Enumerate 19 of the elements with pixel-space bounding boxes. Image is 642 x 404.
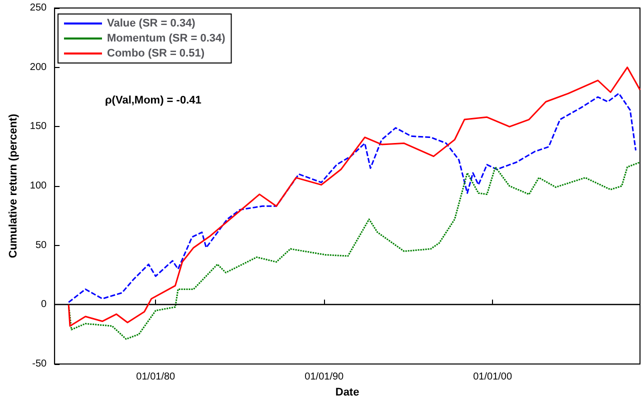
x-tick-label: 01/01/00 [473, 372, 512, 382]
y-tick-label: 200 [30, 62, 48, 73]
legend-label: Momentum (SR = 0.34) [107, 32, 226, 44]
legend-label: Value (SR = 0.34) [107, 18, 196, 30]
y-tick-label: 150 [30, 121, 48, 132]
y-tick-label: 100 [30, 180, 48, 192]
y-tick-label: 50 [35, 240, 48, 251]
legend-label: Combo (SR = 0.51) [107, 48, 205, 60]
line-series [68, 162, 641, 340]
y-tick-label: 0 [41, 299, 48, 310]
x-axis-title: Date [335, 386, 360, 398]
annotation: ρ(Val,Mom) = -0.41 [105, 94, 202, 106]
x-tick-label: 01/01/90 [304, 372, 344, 382]
line-series [68, 92, 637, 304]
x-tick-label: 01/01/80 [136, 372, 176, 382]
y-tick-label: 250 [30, 2, 48, 14]
line-series [68, 66, 641, 327]
y-axis-title: Cumulative return (percent) [8, 114, 20, 258]
y-tick-label: -50 [32, 358, 48, 370]
